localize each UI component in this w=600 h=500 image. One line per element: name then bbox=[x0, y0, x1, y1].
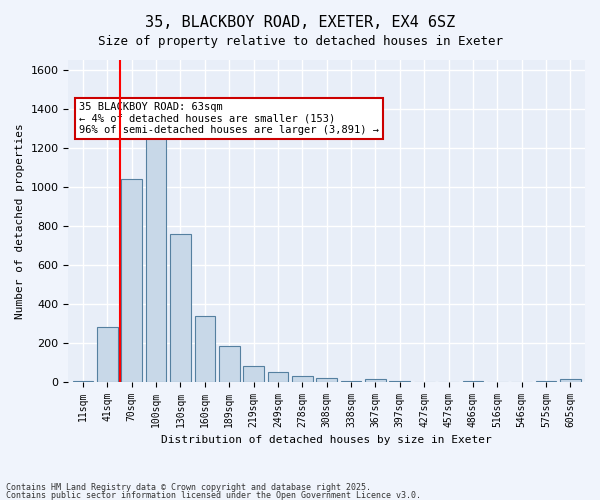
Bar bbox=[341, 380, 361, 382]
Bar bbox=[73, 380, 94, 382]
Text: 35 BLACKBOY ROAD: 63sqm
← 4% of detached houses are smaller (153)
96% of semi-de: 35 BLACKBOY ROAD: 63sqm ← 4% of detached… bbox=[79, 102, 379, 135]
Bar bbox=[536, 380, 556, 382]
Bar bbox=[170, 234, 191, 382]
Text: Size of property relative to detached houses in Exeter: Size of property relative to detached ho… bbox=[97, 35, 503, 48]
Bar bbox=[219, 346, 239, 382]
Bar bbox=[365, 380, 386, 382]
Bar bbox=[243, 366, 264, 382]
Bar bbox=[268, 372, 289, 382]
Bar bbox=[97, 327, 118, 382]
Bar bbox=[194, 316, 215, 382]
Text: Contains public sector information licensed under the Open Government Licence v3: Contains public sector information licen… bbox=[6, 490, 421, 500]
Bar bbox=[316, 378, 337, 382]
Bar bbox=[121, 179, 142, 382]
Bar bbox=[292, 376, 313, 382]
Bar bbox=[463, 380, 483, 382]
Y-axis label: Number of detached properties: Number of detached properties bbox=[15, 123, 25, 318]
Text: Contains HM Land Registry data © Crown copyright and database right 2025.: Contains HM Land Registry data © Crown c… bbox=[6, 483, 371, 492]
X-axis label: Distribution of detached houses by size in Exeter: Distribution of detached houses by size … bbox=[161, 435, 492, 445]
Bar bbox=[146, 136, 166, 382]
Text: 35, BLACKBOY ROAD, EXETER, EX4 6SZ: 35, BLACKBOY ROAD, EXETER, EX4 6SZ bbox=[145, 15, 455, 30]
Bar bbox=[389, 380, 410, 382]
Bar bbox=[560, 380, 581, 382]
